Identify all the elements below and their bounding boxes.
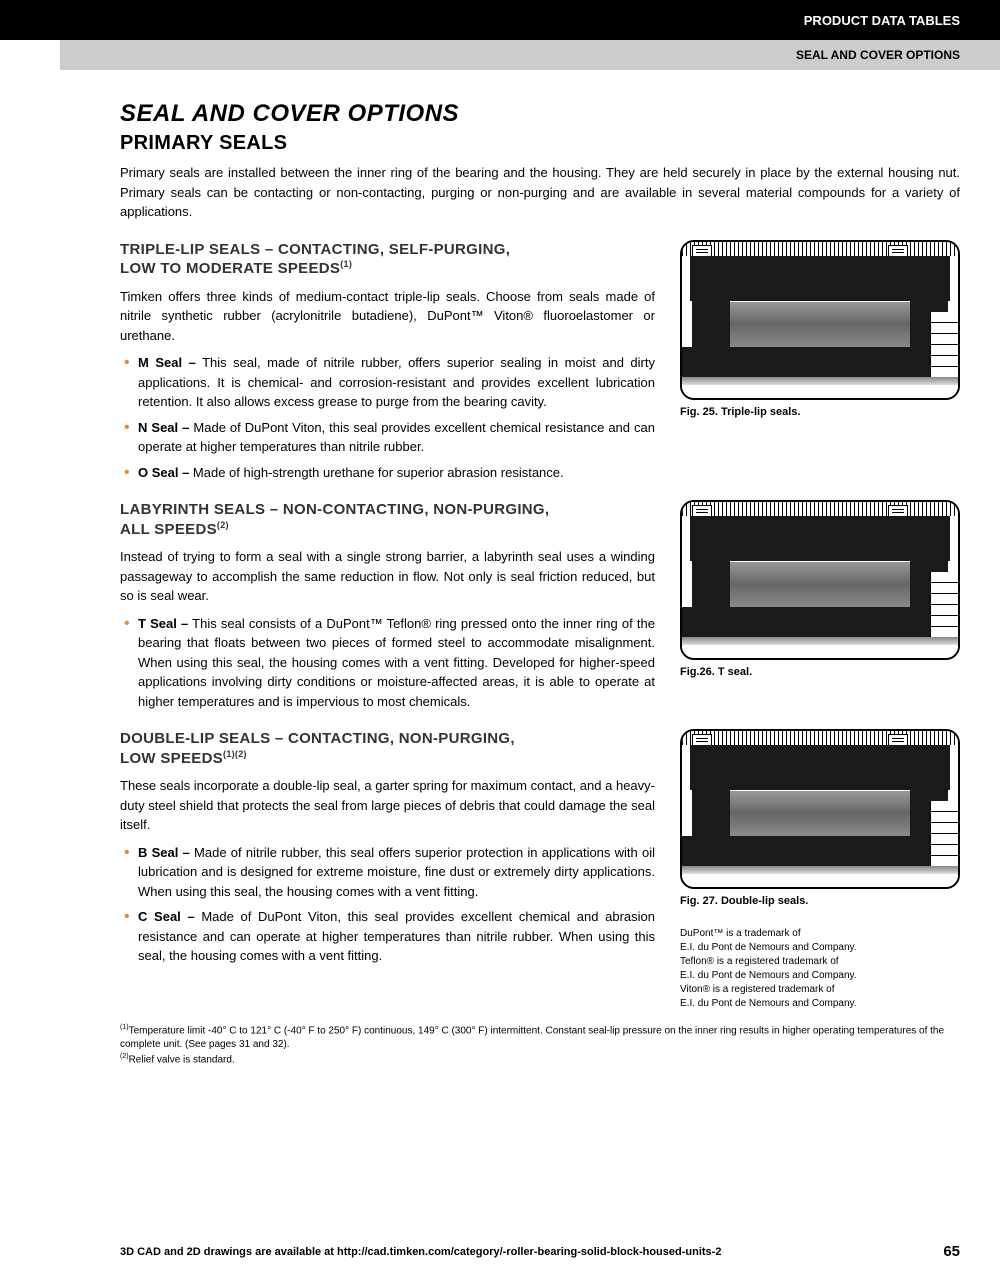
footer: 3D CAD and 2D drawings are available at … <box>120 1243 960 1260</box>
sub-title: PRIMARY SEALS <box>120 132 960 155</box>
sec1-heading: TRIPLE-LIP SEALS – CONTACTING, SELF-PURG… <box>120 240 655 279</box>
header-black-bar: PRODUCT DATA TABLES <box>0 0 1000 40</box>
sec1-body: Timken offers three kinds of medium-cont… <box>120 287 655 346</box>
sec3-body: These seals incorporate a double-lip sea… <box>120 776 655 835</box>
fig26-caption: Fig.26. T seal. <box>680 666 960 678</box>
footnotes: (1)Temperature limit -40° C to 121° C (-… <box>120 1023 960 1068</box>
list-item: T Seal – This seal consists of a DuPont™… <box>120 614 655 712</box>
header-gray-bar: SEAL AND COVER OPTIONS <box>60 40 1000 70</box>
list-item: C Seal – Made of DuPont Viton, this seal… <box>120 907 655 966</box>
intro-paragraph: Primary seals are installed between the … <box>120 163 960 222</box>
fig27-caption: Fig. 27. Double-lip seals. <box>680 895 960 907</box>
footer-text: 3D CAD and 2D drawings are available at … <box>120 1246 721 1258</box>
list-item: O Seal – Made of high-strength urethane … <box>120 463 655 483</box>
sec1-list: M Seal – This seal, made of nitrile rubb… <box>120 353 655 482</box>
sec3-list: B Seal – Made of nitrile rubber, this se… <box>120 843 655 966</box>
fig26-diagram <box>680 500 960 660</box>
page-number: 65 <box>943 1243 960 1260</box>
sec2-list: T Seal – This seal consists of a DuPont™… <box>120 614 655 712</box>
sec2-heading: LABYRINTH SEALS – NON-CONTACTING, NON-PU… <box>120 500 655 539</box>
sec2-body: Instead of trying to form a seal with a … <box>120 547 655 606</box>
trademark-note: DuPont™ is a trademark of E.I. du Pont d… <box>680 927 960 1011</box>
list-item: M Seal – This seal, made of nitrile rubb… <box>120 353 655 412</box>
page-content: SEAL AND COVER OPTIONS PRIMARY SEALS Pri… <box>0 70 1000 1068</box>
list-item: B Seal – Made of nitrile rubber, this se… <box>120 843 655 902</box>
fig27-diagram <box>680 729 960 889</box>
list-item: N Seal – Made of DuPont Viton, this seal… <box>120 418 655 457</box>
fig25-caption: Fig. 25. Triple-lip seals. <box>680 406 960 418</box>
main-title: SEAL AND COVER OPTIONS <box>120 100 960 128</box>
fig25-diagram <box>680 240 960 400</box>
sec3-heading: DOUBLE-LIP SEALS – CONTACTING, NON-PURGI… <box>120 729 655 768</box>
